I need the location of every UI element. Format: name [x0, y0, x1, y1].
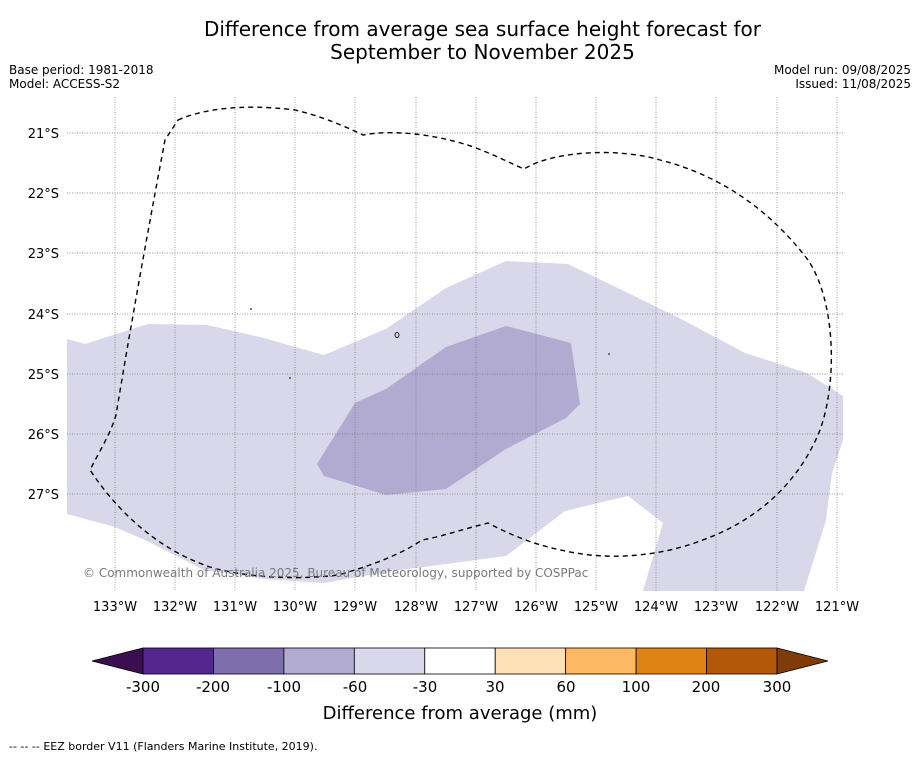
lat-label: 26°S [28, 428, 59, 443]
chart-title: Difference from average sea surface heig… [0, 18, 919, 64]
footer-legend: -- -- -- EEZ border V11 (Flanders Marine… [9, 740, 317, 753]
longitude-labels: 133°W 132°W 131°W 130°W 129°W 128°W 127°… [93, 600, 859, 615]
island-marker [250, 308, 252, 310]
colorbar-tick-label: -30 [413, 678, 438, 696]
lon-label: 129°W [333, 600, 377, 615]
colorbar-tick-labels: -300 -200 -100 -60 -30 30 60 100 200 300 [126, 678, 791, 696]
latitude-labels: 21°S 22°S 23°S 24°S 25°S 26°S 27°S [28, 127, 59, 503]
colorbar-tick-label: 200 [692, 678, 721, 696]
map-plot-area: © Commonwealth of Australia 2025, Bureau… [67, 97, 843, 591]
colorbar-label: Difference from average (mm) [323, 703, 598, 724]
lon-label: 132°W [153, 600, 197, 615]
colorbar-tick-label: 60 [556, 678, 575, 696]
model-run: Model run: 09/08/2025 [773, 63, 911, 77]
colorbar-tick-label: -60 [343, 678, 368, 696]
lat-label: 25°S [28, 368, 59, 383]
island-marker [289, 377, 291, 379]
eez-legend-text: EEZ border V11 (Flanders Marine Institut… [43, 740, 318, 753]
title-line-1: Difference from average sea surface heig… [203, 17, 762, 41]
lon-label: 133°W [93, 600, 137, 615]
graticule [67, 97, 843, 591]
lon-label: 123°W [694, 600, 738, 615]
colorbar-tick-label: 30 [485, 678, 504, 696]
colorbar-tick-label: 300 [763, 678, 792, 696]
colorbar-segment [283, 647, 355, 675]
lat-label: 22°S [28, 187, 59, 202]
colorbar [91, 647, 829, 675]
lat-label: 23°S [28, 247, 59, 262]
lon-label: 127°W [454, 600, 498, 615]
colorbar-tick-label: -100 [267, 678, 301, 696]
meta-right: Model run: 09/08/2025 Issued: 11/08/2025 [774, 63, 911, 91]
lon-label: 126°W [514, 600, 558, 615]
eez-border [89, 106, 833, 579]
colorbar-segment [706, 647, 778, 675]
lon-label: 130°W [273, 600, 317, 615]
lon-label: 124°W [634, 600, 678, 615]
colorbar-segment [353, 647, 426, 675]
colorbar-tick-label: 100 [622, 678, 651, 696]
colorbar-extend-low [91, 647, 144, 675]
island-marker [394, 332, 400, 338]
lon-label: 131°W [213, 600, 257, 615]
base-period: Base period: 1981-2018 [9, 63, 154, 77]
eez-legend-symbol: -- -- -- [9, 740, 40, 753]
colorbar-segment [424, 647, 496, 675]
lon-label: 121°W [815, 600, 859, 615]
anomaly-region-medium [317, 326, 580, 495]
title-line-2: September to November 2025 [330, 40, 635, 64]
meta-left: Base period: 1981-2018 Model: ACCESS-S2 [9, 63, 154, 91]
copyright-notice: © Commonwealth of Australia 2025, Bureau… [83, 566, 588, 580]
colorbar-segment [494, 647, 567, 675]
colorbar-tick-label: -200 [196, 678, 230, 696]
colorbar-segment [565, 647, 637, 675]
lon-label: 128°W [394, 600, 438, 615]
model-name: Model: ACCESS-S2 [9, 77, 121, 91]
lon-label: 125°W [574, 600, 618, 615]
colorbar-extend-high [776, 647, 829, 675]
lat-label: 21°S [28, 127, 59, 142]
lon-label: 122°W [755, 600, 799, 615]
colorbar-segment [142, 647, 214, 675]
island-marker [608, 353, 610, 355]
issued-date: Issued: 11/08/2025 [795, 77, 911, 91]
colorbar-tick-label: -300 [126, 678, 160, 696]
colorbar-segment [635, 647, 707, 675]
lat-label: 24°S [28, 308, 59, 323]
lat-label: 27°S [28, 488, 59, 503]
colorbar-segment [213, 647, 285, 675]
